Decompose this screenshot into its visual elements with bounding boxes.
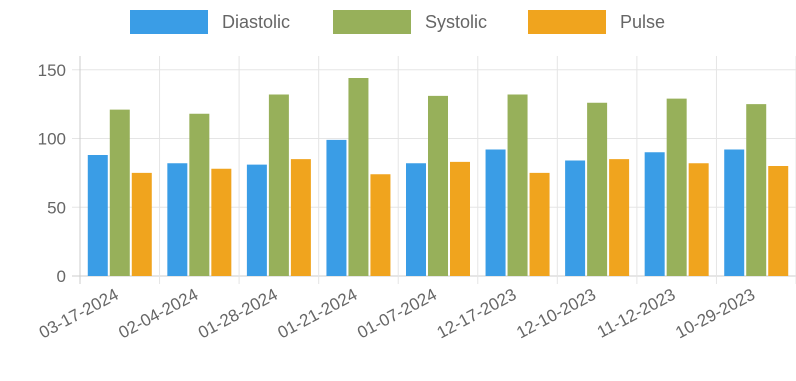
bar-diastolic-01-21-2024[interactable] bbox=[326, 139, 347, 276]
x-tick-label: 01-28-2024 bbox=[195, 285, 281, 343]
bar-pulse-02-04-2024[interactable] bbox=[211, 168, 232, 276]
bar-pulse-03-17-2024[interactable] bbox=[131, 172, 152, 276]
bar-systolic-12-17-2023[interactable] bbox=[507, 94, 528, 277]
bar-systolic-11-12-2023[interactable] bbox=[666, 98, 687, 276]
x-tick-label: 02-04-2024 bbox=[116, 285, 202, 343]
bar-systolic-01-28-2024[interactable] bbox=[268, 94, 289, 277]
bar-systolic-12-10-2023[interactable] bbox=[587, 102, 608, 276]
bar-systolic-02-04-2024[interactable] bbox=[189, 113, 210, 276]
y-tick-label: 150 bbox=[38, 61, 66, 80]
x-tick-label: 10-29-2023 bbox=[672, 285, 758, 343]
bar-pulse-12-17-2023[interactable] bbox=[529, 172, 550, 276]
bar-pulse-12-10-2023[interactable] bbox=[609, 159, 630, 276]
bar-diastolic-12-10-2023[interactable] bbox=[565, 160, 586, 277]
y-tick-label: 50 bbox=[47, 198, 66, 217]
legend-label-systolic[interactable]: Systolic bbox=[425, 12, 487, 32]
legend-label-pulse[interactable]: Pulse bbox=[620, 12, 665, 32]
legend-label-diastolic[interactable]: Diastolic bbox=[222, 12, 290, 32]
bar-diastolic-03-17-2024[interactable] bbox=[87, 155, 108, 276]
x-tick-label: 12-10-2023 bbox=[513, 285, 599, 343]
bar-diastolic-01-28-2024[interactable] bbox=[246, 164, 267, 276]
bar-systolic-01-21-2024[interactable] bbox=[348, 78, 369, 276]
x-tick-label: 12-17-2023 bbox=[434, 285, 520, 343]
bar-systolic-01-07-2024[interactable] bbox=[428, 95, 448, 276]
bar-diastolic-01-07-2024[interactable] bbox=[406, 163, 426, 276]
bar-diastolic-02-04-2024[interactable] bbox=[167, 163, 188, 276]
legend-swatch-diastolic[interactable] bbox=[130, 10, 208, 34]
x-tick-label: 03-17-2024 bbox=[36, 285, 122, 343]
bar-pulse-01-21-2024[interactable] bbox=[370, 174, 391, 276]
bar-diastolic-11-12-2023[interactable] bbox=[644, 152, 665, 276]
bar-diastolic-12-17-2023[interactable] bbox=[485, 149, 506, 277]
bar-systolic-10-29-2023[interactable] bbox=[746, 104, 767, 276]
y-tick-label: 100 bbox=[38, 130, 66, 149]
y-tick-label: 0 bbox=[57, 267, 66, 286]
y-axis: 0 50 100 150 bbox=[38, 61, 66, 286]
x-tick-label: 01-07-2024 bbox=[354, 285, 440, 343]
bar-pulse-01-28-2024[interactable] bbox=[290, 159, 311, 276]
bar-systolic-03-17-2024[interactable] bbox=[109, 109, 130, 276]
bar-pulse-10-29-2023[interactable] bbox=[768, 166, 789, 276]
bar-pulse-01-07-2024[interactable] bbox=[450, 161, 470, 276]
bar-pulse-11-12-2023[interactable] bbox=[688, 163, 709, 276]
legend-swatch-systolic[interactable] bbox=[333, 10, 411, 34]
x-axis: 03-17-202402-04-202401-28-202401-21-2024… bbox=[36, 285, 758, 343]
x-tick-label: 11-12-2023 bbox=[594, 285, 679, 342]
bar-diastolic-10-29-2023[interactable] bbox=[724, 149, 745, 277]
legend-swatch-pulse[interactable] bbox=[528, 10, 606, 34]
x-tick-label: 01-21-2024 bbox=[275, 285, 361, 343]
chart-legend: Diastolic Systolic Pulse bbox=[130, 10, 665, 34]
chart-bars bbox=[87, 78, 789, 277]
